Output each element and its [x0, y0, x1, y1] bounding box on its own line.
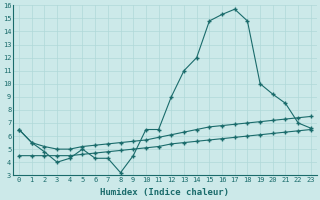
X-axis label: Humidex (Indice chaleur): Humidex (Indice chaleur)	[100, 188, 229, 197]
